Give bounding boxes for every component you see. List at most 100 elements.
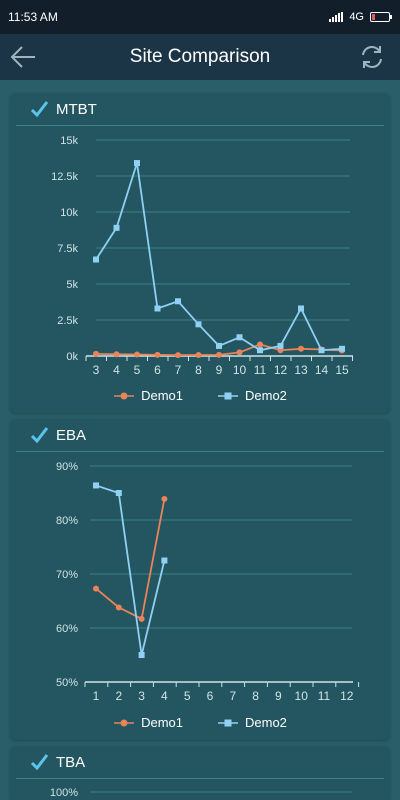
data-point-demo2: [154, 305, 161, 312]
legend-label-demo1: Demo1: [141, 388, 183, 403]
y-tick-label: 0k: [66, 351, 78, 363]
data-point-demo1: [113, 351, 120, 358]
data-point-demo1: [93, 350, 99, 357]
data-point-demo1: [175, 352, 181, 359]
chart-title: TBA: [56, 753, 86, 771]
series-line-demo2: [95, 162, 343, 352]
legend-item-demo2[interactable]: Demo2: [217, 715, 287, 730]
arrow-left-icon: [10, 46, 35, 68]
data-point-demo1: [195, 351, 202, 358]
legend-item-demo2[interactable]: Demo2: [217, 388, 287, 403]
legend-marker-demo2: [218, 392, 238, 399]
legend-item-demo1[interactable]: Demo1: [113, 388, 183, 403]
y-tick-label: 50%: [56, 677, 78, 689]
chart-title: MTBT: [56, 100, 97, 118]
network-label: 4G: [349, 11, 364, 23]
eba-chart: 50%60%70%80%90%1 2 3 4 5 6 7 8 9 10 11 12: [56, 461, 360, 703]
data-point-demo1: [236, 349, 243, 356]
status-icons: 4G: [329, 11, 392, 23]
x-tick-label: 3: [93, 363, 100, 377]
data-point-demo2: [134, 160, 140, 167]
y-tick-label: 10k: [60, 207, 78, 219]
chart-title: EBA: [56, 426, 87, 444]
x-tick-label: 11: [318, 689, 331, 703]
data-point-demo2: [298, 305, 304, 312]
y-tick-label: 2.5k: [57, 315, 78, 327]
x-tick-label: 7: [175, 363, 182, 377]
chart-card-eba: EBA 50% 60% 70% 80% 90% 1 2 3 4 5 6 7 8 9 10 11 12 Demo1…: [10, 419, 390, 740]
data-point-demo1: [138, 615, 145, 622]
x-tick-label: 7: [229, 689, 236, 703]
y-tick-label: 80%: [56, 515, 78, 527]
data-point-demo2: [161, 557, 168, 564]
data-point-demo2: [236, 334, 243, 341]
legend-marker-demo1: [114, 392, 135, 399]
legend: Demo1 Demo2: [10, 388, 390, 403]
y-tick-label: 60%: [56, 623, 78, 635]
refresh-icon: [362, 46, 382, 68]
chart-card-tba: TBA 100%: [10, 746, 390, 800]
legend-item-demo1[interactable]: Demo1: [113, 715, 183, 730]
trend-icon: [30, 754, 49, 771]
data-point-demo1: [93, 585, 99, 592]
x-tick-label: 4: [113, 363, 120, 377]
x-tick-label: 9: [216, 363, 223, 377]
tba-chart: 100%: [50, 787, 352, 799]
x-tick-label: 10: [295, 689, 309, 703]
x-tick-label: 5: [134, 363, 141, 377]
data-point-demo1: [154, 351, 161, 358]
legend-label-demo2: Demo2: [245, 715, 287, 730]
series-line-demo1: [95, 498, 166, 621]
y-tick-label: 100%: [50, 787, 78, 799]
x-tick-label: 4: [161, 689, 168, 703]
legend-marker-demo2: [218, 719, 238, 726]
trend-icon: [30, 427, 49, 444]
data-point-demo1: [257, 341, 263, 348]
y-tick-label: 12.5k: [51, 171, 78, 183]
card-header: EBA: [10, 419, 390, 451]
x-tick-label: 10: [233, 363, 247, 377]
legend-marker-demo1: [114, 719, 135, 726]
data-point-demo2: [318, 347, 325, 354]
x-tick-label: 5: [184, 689, 191, 703]
page-title: Site Comparison: [129, 46, 271, 67]
data-point-demo2: [113, 224, 120, 231]
back-button[interactable]: [8, 43, 38, 71]
y-tick-label: 90%: [56, 461, 78, 473]
app-bar: Site Comparison: [0, 34, 400, 80]
data-point-demo1: [298, 345, 304, 352]
x-tick-label: 2: [115, 689, 122, 703]
y-tick-label: 5k: [66, 279, 78, 291]
legend: Demo1 Demo2: [10, 715, 390, 730]
x-tick-label: 8: [195, 363, 202, 377]
data-point-demo2: [216, 342, 222, 349]
data-point-demo2: [115, 490, 122, 496]
divider: [16, 451, 384, 452]
data-point-demo2: [93, 256, 99, 263]
data-point-demo1: [216, 351, 222, 358]
x-tick-label: 15: [335, 363, 349, 377]
data-point-demo1: [161, 495, 168, 502]
battery-icon: [370, 12, 392, 22]
series-line-demo2: [95, 484, 166, 656]
y-tick-label: 70%: [56, 569, 78, 581]
refresh-button[interactable]: [358, 43, 386, 71]
divider: [16, 778, 384, 779]
data-point-demo2: [175, 298, 181, 305]
x-tick-label: 9: [275, 689, 282, 703]
data-point-demo2: [93, 482, 99, 489]
x-tick-label: 12: [274, 363, 288, 377]
divider: [16, 125, 384, 126]
data-point-demo2: [257, 347, 263, 354]
data-point-demo1: [115, 604, 122, 611]
data-point-demo2: [138, 652, 145, 658]
status-bar: 11:53 AM 4G: [0, 0, 400, 34]
x-tick-label: 6: [207, 689, 214, 703]
x-tick-label: 13: [294, 363, 308, 377]
legend-label-demo2: Demo2: [245, 388, 287, 403]
chart-card-mtbt: MTBT 0k 2.5k 5k 7.5k 10k 12.5k 15k 3 4 5 6 7 8 9 10 11 1…: [10, 93, 390, 413]
trend-icon: [30, 101, 49, 118]
signal-icon: [329, 12, 344, 22]
y-tick-label: 7.5k: [57, 243, 78, 255]
x-tick-label: 6: [154, 363, 161, 377]
